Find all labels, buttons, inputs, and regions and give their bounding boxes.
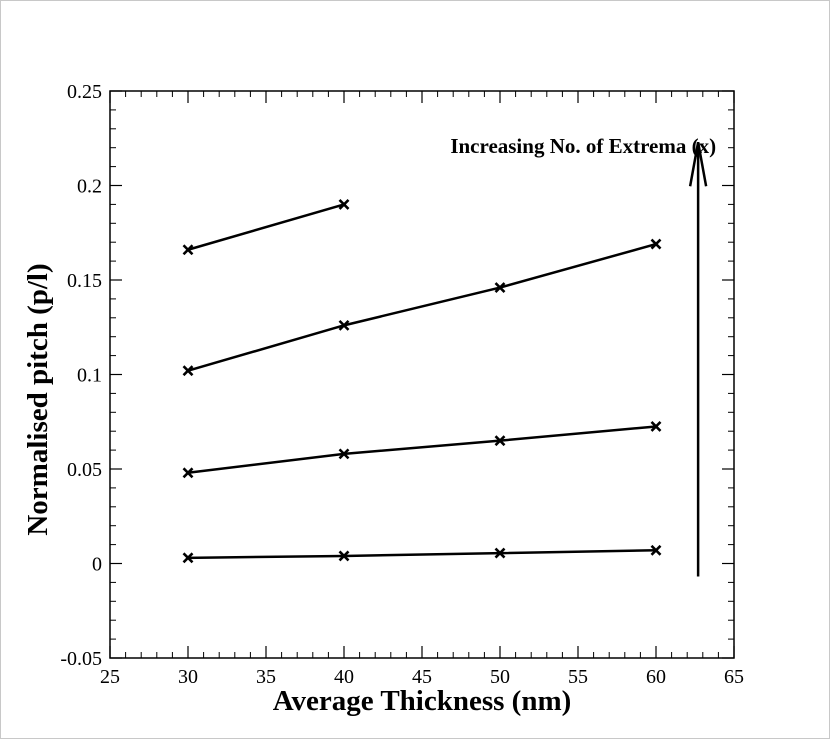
series-4-point [182,244,194,256]
annotation-group: Increasing No. of Extrema (x) [450,134,716,577]
series-2-line [187,425,657,475]
y-axis-title: Normalised pitch (p/l) [22,263,54,535]
data-markers [182,198,662,564]
axis-tick-labels: 25 30 35 40 45 50 55 60 65 -0.05 0 0.05 0.1 0.15 0.2 0.… [60,81,744,688]
series-1-point [182,552,194,564]
y-tick-label: 0 [92,554,102,576]
series-2-point [338,448,350,460]
series-2-point [182,467,194,479]
series-2-point [650,421,662,432]
series-lines [187,203,657,560]
series-3-point [338,319,350,331]
axis-ticks [109,90,735,659]
x-tick-label: 25 [100,666,120,688]
y-tick-label: 0.05 [67,459,102,481]
series-3-point [650,238,662,250]
series-3-line [187,242,657,372]
x-tick-label: 65 [724,666,744,688]
y-tick-label: -0.05 [60,648,102,670]
x-axis-title: Average Thickness (nm) [273,685,572,717]
series-4-point [338,198,350,210]
series-1-point [650,544,662,556]
x-tick-label: 55 [568,666,588,688]
series-1-point [494,547,506,559]
x-tick-label: 40 [334,666,354,688]
series-4-line [187,203,345,251]
plot-area [109,90,735,659]
y-tick-label: 0.2 [77,176,102,198]
y-tick-label: 0.25 [67,81,102,103]
x-tick-label: 35 [256,666,276,688]
y-tick-label: 0.15 [67,270,102,292]
series-1-line [187,549,657,560]
x-tick-label: 50 [490,666,510,688]
x-tick-label: 60 [646,666,666,688]
series-3-point [182,365,194,377]
series-2-point [494,435,506,447]
annotation-text: Increasing No. of Extrema (x) [450,134,716,158]
y-tick-label: 0.1 [77,365,102,387]
x-tick-label: 30 [178,666,198,688]
arrowhead-icon [688,142,708,187]
series-1-point [338,550,350,562]
series-3-point [494,282,506,293]
x-tick-label: 45 [412,666,432,688]
